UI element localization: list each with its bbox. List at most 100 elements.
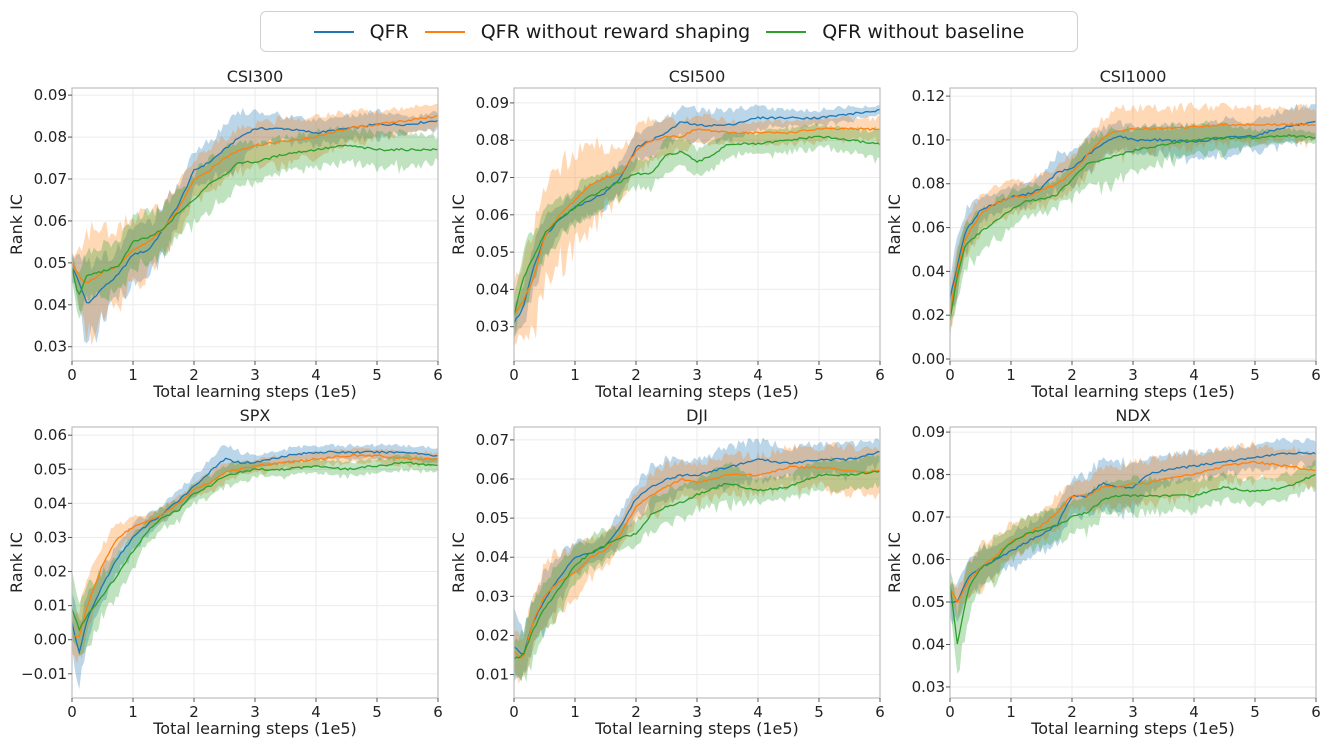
x-tick-label: 4	[311, 366, 321, 384]
x-axis-label: Total learning steps (1e5)	[594, 382, 799, 401]
x-tick-label: 1	[128, 366, 138, 384]
x-tick-label: 4	[1189, 366, 1199, 384]
line-qfr	[950, 451, 1316, 604]
grid	[513, 427, 881, 698]
x-tick-label: 3	[1128, 703, 1138, 721]
y-axis-label: Rank IC	[885, 194, 904, 255]
subplot-csi300: 0 1 2 3 4 5 6 0.03 0.04 0.05 0.06 0.07 0.08 0.09 CSI30…	[7, 67, 443, 401]
legend-swatch	[766, 30, 807, 33]
y-tick-label: 0.02	[476, 626, 509, 644]
subplot-spx: 0 1 2 3 4 5 6 −0.01 0.00 0.01 0.02 0.03 0.04 0.05 0.06…	[7, 406, 443, 738]
legend-swatch	[424, 30, 465, 33]
subplot-title: SPX	[240, 406, 271, 425]
x-tick-label: 6	[875, 703, 885, 721]
y-tick-label: 0.06	[34, 212, 67, 230]
x-tick-label: 4	[753, 366, 763, 384]
x-tick-label: 6	[1311, 366, 1321, 384]
x-tick-label: 0	[67, 703, 77, 721]
x-tick-label: 1	[570, 703, 580, 721]
y-tick-label: 0.05	[476, 243, 509, 261]
x-tick-label: 6	[875, 366, 885, 384]
subplot-title: CSI300	[227, 67, 284, 86]
y-tick-label: 0.03	[476, 587, 509, 605]
y-tick-label: 0.06	[476, 470, 509, 488]
band-qfr-without-reward-shaping	[950, 440, 1316, 617]
y-tick-label: 0.05	[912, 593, 945, 611]
x-tick-label: 0	[945, 703, 955, 721]
x-tick-label: 5	[814, 703, 824, 721]
subplot-csi500: 0 1 2 3 4 5 6 0.03 0.04 0.05 0.06 0.07 0.08 0.09 CSI50…	[449, 67, 885, 401]
y-tick-label: 0.09	[912, 423, 945, 441]
y-axis-label: Rank IC	[7, 532, 26, 593]
line-qfr	[514, 108, 880, 324]
plot-area	[514, 437, 880, 685]
y-tick-label: 0.09	[34, 86, 67, 104]
band-qfr-without-reward-shaping	[514, 113, 880, 346]
band-qfr-without-baseline	[72, 125, 438, 319]
x-axis-label: Total learning steps (1e5)	[152, 719, 357, 738]
y-tick-label: 0.08	[912, 466, 945, 484]
band-qfr-without-reward-shaping	[514, 441, 880, 685]
subplot-csi1000: 0 1 2 3 4 5 6 0.00 0.02 0.04 0.06 0.08 0.10 0.12 CSI10…	[885, 67, 1321, 401]
y-tick-label: 0.04	[912, 635, 945, 653]
y-tick-label: 0.08	[34, 128, 67, 146]
subplot-title: CSI500	[669, 67, 726, 86]
y-tick-label: −0.01	[21, 665, 67, 683]
y-tick-label: 0.00	[912, 350, 945, 368]
subplot-ndx: 0 1 2 3 4 5 6 0.03 0.04 0.05 0.06 0.07 0.08 0.09 NDX To…	[885, 406, 1321, 738]
line-qfr-without-baseline	[72, 144, 438, 296]
line-qfr-without-reward-shaping	[950, 460, 1316, 604]
x-tick-label: 3	[250, 703, 260, 721]
legend-label: QFR without baseline	[822, 20, 1025, 43]
band-qfr	[950, 103, 1316, 318]
y-tick-label: 0.01	[34, 597, 67, 615]
y-axis-label: Rank IC	[7, 194, 26, 255]
band-qfr	[514, 437, 880, 682]
x-tick-label: 0	[67, 366, 77, 384]
y-tick-label: 0.08	[476, 131, 509, 149]
line-qfr-without-reward-shaping	[72, 115, 438, 284]
subplot-title: CSI1000	[1100, 67, 1167, 86]
band-qfr	[72, 107, 438, 344]
subplot-title: NDX	[1115, 406, 1150, 425]
x-tick-label: 6	[433, 703, 443, 721]
legend-swatch	[313, 30, 354, 33]
x-tick-label: 3	[692, 366, 702, 384]
y-tick-label: 0.02	[34, 563, 67, 581]
x-tick-label: 2	[189, 366, 199, 384]
plot-area	[72, 443, 438, 690]
legend-item: QFR without baseline	[766, 21, 1024, 43]
line-qfr-without-baseline	[514, 135, 880, 316]
y-tick-label: 0.04	[476, 548, 509, 566]
legend-label: QFR without reward shaping	[480, 20, 751, 43]
y-axis-label: Rank IC	[885, 532, 904, 593]
band-qfr-without-baseline	[950, 460, 1316, 674]
x-axis-label: Total learning steps (1e5)	[1030, 719, 1235, 738]
line-qfr-without-baseline	[950, 134, 1316, 320]
y-tick-label: 0.00	[34, 631, 67, 649]
plot-area	[950, 437, 1316, 674]
x-tick-label: 2	[189, 703, 199, 721]
x-tick-label: 1	[570, 366, 580, 384]
x-axis-label: Total learning steps (1e5)	[152, 382, 357, 401]
y-tick-label: 0.09	[476, 94, 509, 112]
line-qfr-without-baseline	[72, 461, 438, 632]
y-tick-label: 0.05	[34, 460, 67, 478]
y-tick-label: 0.02	[912, 306, 945, 324]
x-tick-label: 3	[692, 703, 702, 721]
legend-label: QFR	[369, 20, 409, 43]
y-tick-label: 0.04	[34, 494, 67, 512]
y-tick-label: 0.06	[34, 426, 67, 444]
plot-area	[950, 102, 1316, 339]
x-tick-label: 1	[1006, 366, 1016, 384]
x-tick-label: 0	[509, 366, 519, 384]
y-tick-label: 0.12	[912, 87, 945, 105]
y-axis-label: Rank IC	[449, 532, 468, 593]
line-qfr-without-baseline	[950, 473, 1316, 645]
y-tick-label: 0.01	[476, 666, 509, 684]
x-tick-label: 2	[1067, 366, 1077, 384]
x-tick-label: 5	[1250, 703, 1260, 721]
x-tick-label: 6	[1311, 703, 1321, 721]
x-tick-label: 5	[814, 366, 824, 384]
